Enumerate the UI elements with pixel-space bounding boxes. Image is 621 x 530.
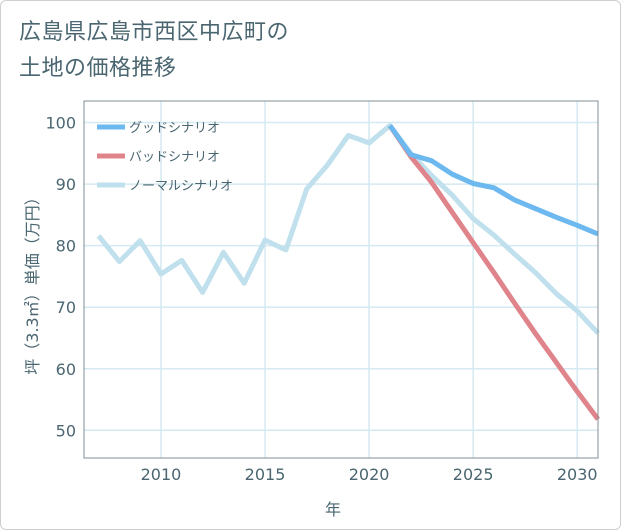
x-tick-label: 2030 [557, 465, 598, 484]
y-tick-label: 70 [56, 298, 76, 317]
x-tick-label: 2010 [141, 465, 182, 484]
y-tick-label: 60 [56, 360, 76, 379]
series-line-bad [390, 126, 598, 420]
y-tick-label: 100 [45, 114, 76, 133]
x-tick-label: 2015 [245, 465, 286, 484]
chart-card: 広島県広島市西区中広町の 土地の価格推移 50 60 70 80 90 100 2010 20… [0, 0, 621, 530]
series-line-good [390, 126, 598, 234]
y-axis-title: 坪（3.3㎡）単価（万円） [23, 189, 42, 374]
legend: グッドシナリオ バッドシナリオ ノーマルシナリオ [97, 121, 233, 194]
x-tick-label: 2025 [453, 465, 494, 484]
x-axis-title: 年 [325, 500, 341, 519]
legend-label-normal: ノーマルシナリオ [129, 179, 233, 194]
y-tick-label: 80 [56, 237, 76, 256]
y-tick-label: 90 [56, 175, 76, 194]
y-tick-label: 50 [56, 421, 76, 440]
series-lines [99, 126, 598, 420]
x-tick-label: 2020 [349, 465, 390, 484]
legend-label-bad: バッドシナリオ [129, 150, 220, 165]
price-trend-chart: 50 60 70 80 90 100 2010 2015 2020 2025 2030 グッドシナリ… [1, 1, 620, 529]
legend-label-good: グッドシナリオ [129, 121, 220, 136]
